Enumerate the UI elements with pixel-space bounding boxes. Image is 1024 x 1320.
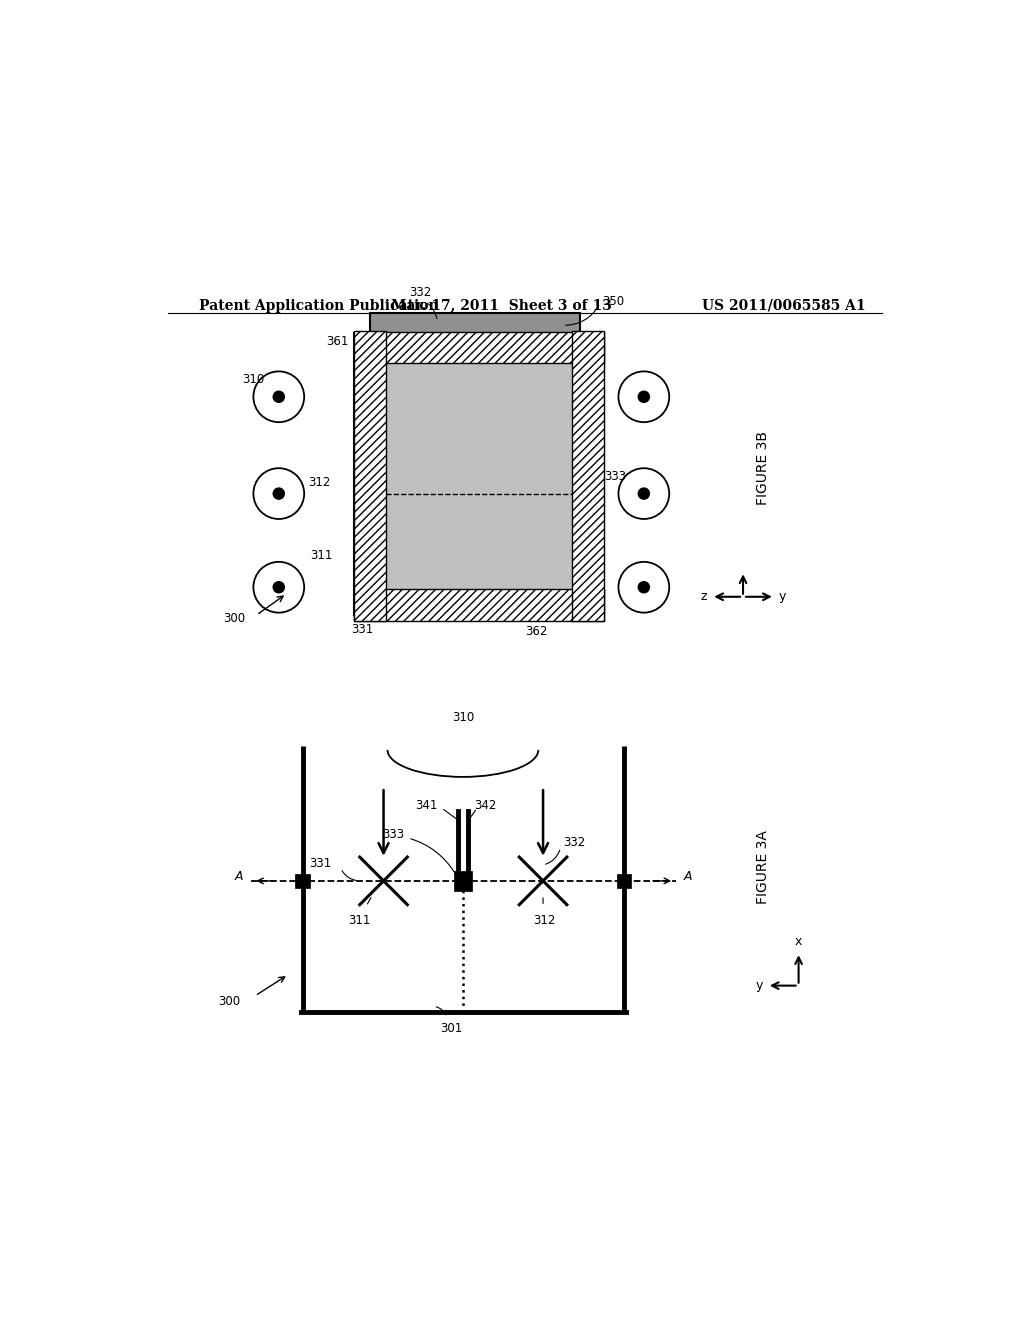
- Text: 362: 362: [525, 624, 548, 638]
- Bar: [370, 313, 581, 354]
- Circle shape: [273, 582, 285, 593]
- Bar: [354, 331, 386, 620]
- Text: 342: 342: [474, 799, 497, 812]
- Text: 300: 300: [218, 995, 241, 1008]
- Text: A: A: [234, 870, 243, 883]
- Text: 333: 333: [382, 829, 404, 841]
- Bar: [354, 331, 604, 363]
- Text: 350: 350: [602, 296, 625, 308]
- Circle shape: [618, 371, 670, 422]
- Circle shape: [273, 391, 285, 403]
- Text: x: x: [795, 936, 802, 948]
- Circle shape: [253, 562, 304, 612]
- Text: 312: 312: [308, 477, 331, 488]
- Text: 312: 312: [534, 915, 556, 927]
- Bar: [572, 331, 604, 620]
- Text: Mar. 17, 2011  Sheet 3 of 13: Mar. 17, 2011 Sheet 3 of 13: [390, 298, 611, 313]
- Circle shape: [638, 582, 649, 593]
- Text: y: y: [778, 590, 786, 603]
- Text: 361: 361: [327, 335, 348, 347]
- Circle shape: [638, 488, 649, 499]
- Text: 300: 300: [223, 612, 246, 626]
- Circle shape: [273, 488, 285, 499]
- Bar: [616, 874, 631, 888]
- Text: y: y: [756, 979, 763, 993]
- Circle shape: [638, 391, 649, 403]
- Text: FIGURE 3A: FIGURE 3A: [756, 830, 770, 903]
- Text: z: z: [700, 590, 708, 603]
- Text: 311: 311: [348, 915, 371, 927]
- Text: 310: 310: [452, 710, 474, 723]
- Bar: [296, 874, 309, 888]
- Text: US 2011/0065585 A1: US 2011/0065585 A1: [702, 298, 866, 313]
- Text: A: A: [684, 870, 692, 883]
- Text: 333: 333: [604, 470, 627, 483]
- Text: 332: 332: [563, 837, 585, 849]
- Text: Patent Application Publication: Patent Application Publication: [200, 298, 439, 313]
- Text: 332: 332: [409, 286, 431, 300]
- Text: 331: 331: [351, 623, 373, 636]
- Text: 331: 331: [309, 857, 331, 870]
- Text: 311: 311: [310, 549, 333, 562]
- Circle shape: [618, 469, 670, 519]
- Text: 301: 301: [440, 1022, 463, 1035]
- Text: 310: 310: [243, 374, 264, 387]
- Text: FIGURE 3B: FIGURE 3B: [756, 432, 770, 506]
- Bar: [455, 871, 472, 891]
- Bar: [354, 333, 604, 615]
- Circle shape: [618, 562, 670, 612]
- Circle shape: [253, 469, 304, 519]
- Bar: [354, 589, 604, 620]
- Circle shape: [253, 371, 304, 422]
- Text: 341: 341: [415, 799, 437, 812]
